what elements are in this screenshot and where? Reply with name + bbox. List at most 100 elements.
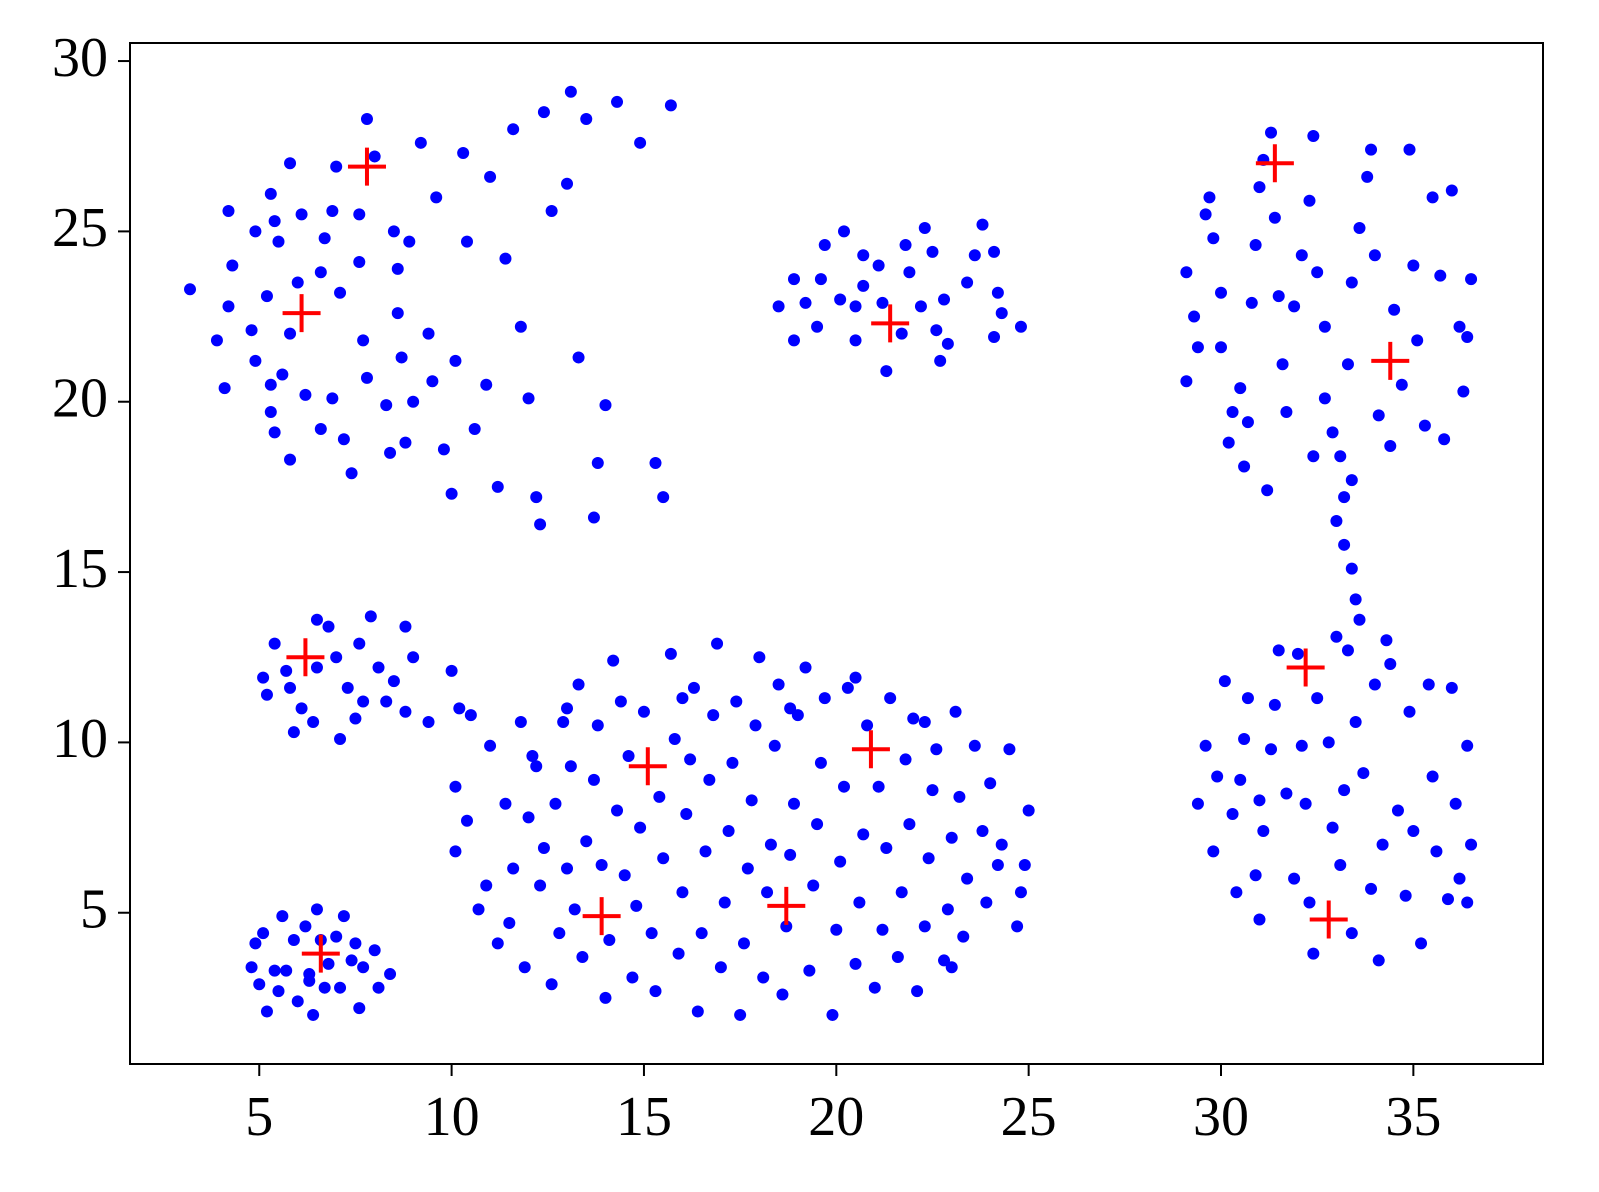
data-point bbox=[695, 927, 708, 940]
data-point bbox=[310, 903, 323, 916]
center-marker bbox=[1286, 648, 1325, 687]
data-point bbox=[1280, 787, 1293, 800]
data-point bbox=[387, 675, 400, 688]
data-point bbox=[1418, 419, 1431, 432]
center-marker bbox=[871, 304, 910, 343]
data-point bbox=[803, 964, 816, 977]
data-point bbox=[938, 954, 951, 967]
data-point bbox=[1272, 290, 1285, 303]
data-point bbox=[764, 838, 777, 851]
data-point bbox=[1330, 514, 1343, 527]
data-point bbox=[368, 944, 381, 957]
data-point bbox=[284, 681, 297, 694]
data-point bbox=[264, 378, 277, 391]
data-point bbox=[1365, 882, 1378, 895]
data-point bbox=[307, 715, 320, 728]
data-point bbox=[1415, 937, 1428, 950]
data-point bbox=[353, 1002, 366, 1015]
data-point bbox=[1268, 211, 1281, 224]
data-point bbox=[1003, 743, 1016, 756]
data-point bbox=[1361, 170, 1374, 183]
data-point bbox=[522, 811, 535, 824]
data-point bbox=[384, 968, 397, 981]
x-tick-label: 35 bbox=[1385, 1086, 1441, 1148]
data-point bbox=[391, 307, 404, 320]
data-point bbox=[322, 620, 335, 633]
data-point bbox=[1449, 797, 1462, 810]
data-point bbox=[457, 147, 470, 160]
data-point bbox=[1253, 913, 1266, 926]
data-point bbox=[961, 872, 974, 885]
data-point bbox=[1422, 678, 1435, 691]
data-point bbox=[330, 651, 343, 664]
center-marker bbox=[582, 897, 621, 936]
data-point bbox=[672, 947, 685, 960]
data-point bbox=[503, 916, 516, 929]
data-point bbox=[1372, 954, 1385, 967]
data-point bbox=[945, 961, 958, 974]
data-point bbox=[1257, 824, 1270, 837]
data-point bbox=[1403, 143, 1416, 156]
data-point bbox=[1349, 715, 1362, 728]
data-point bbox=[1226, 405, 1239, 418]
data-point bbox=[449, 354, 462, 367]
data-point bbox=[988, 331, 1001, 344]
data-point bbox=[460, 814, 473, 827]
data-point bbox=[714, 961, 727, 974]
data-point bbox=[1334, 859, 1347, 872]
data-point bbox=[649, 457, 662, 470]
data-point bbox=[280, 964, 293, 977]
data-point bbox=[561, 702, 574, 715]
data-point bbox=[1311, 266, 1324, 279]
data-point bbox=[941, 337, 954, 350]
data-point bbox=[472, 903, 485, 916]
center-marker bbox=[1255, 144, 1294, 183]
data-point bbox=[407, 395, 420, 408]
data-point bbox=[1295, 249, 1308, 262]
data-point bbox=[268, 964, 281, 977]
data-point bbox=[1388, 303, 1401, 316]
x-tick-label: 5 bbox=[245, 1086, 273, 1148]
data-point bbox=[530, 491, 543, 504]
data-point bbox=[260, 290, 273, 303]
data-point bbox=[791, 709, 804, 722]
data-point bbox=[841, 681, 854, 694]
data-point bbox=[387, 225, 400, 238]
data-point bbox=[1391, 804, 1404, 817]
data-point bbox=[568, 903, 581, 916]
data-point bbox=[222, 204, 235, 217]
data-point bbox=[603, 933, 616, 946]
data-point bbox=[1368, 678, 1381, 691]
data-point bbox=[587, 511, 600, 524]
data-point bbox=[249, 354, 262, 367]
data-point bbox=[657, 852, 670, 865]
data-point bbox=[1457, 385, 1470, 398]
data-point bbox=[591, 457, 604, 470]
data-point bbox=[1268, 698, 1281, 711]
data-point bbox=[557, 715, 570, 728]
data-point bbox=[676, 886, 689, 899]
data-point bbox=[1465, 273, 1478, 286]
data-point bbox=[1307, 450, 1320, 463]
data-point bbox=[1353, 221, 1366, 234]
data-point bbox=[1353, 613, 1366, 626]
data-point bbox=[291, 995, 304, 1008]
data-point bbox=[484, 739, 497, 752]
data-point bbox=[761, 886, 774, 899]
data-point bbox=[310, 613, 323, 626]
data-point bbox=[1395, 378, 1408, 391]
data-point bbox=[334, 981, 347, 994]
data-point bbox=[480, 378, 493, 391]
data-point bbox=[260, 1005, 273, 1018]
data-point bbox=[330, 160, 343, 173]
data-point bbox=[1338, 538, 1351, 551]
data-point bbox=[1380, 634, 1393, 647]
data-point bbox=[545, 978, 558, 991]
data-point bbox=[268, 215, 281, 228]
data-point bbox=[1407, 259, 1420, 272]
data-point bbox=[372, 981, 385, 994]
data-point bbox=[1234, 382, 1247, 395]
data-point bbox=[787, 334, 800, 347]
data-point bbox=[1207, 232, 1220, 245]
